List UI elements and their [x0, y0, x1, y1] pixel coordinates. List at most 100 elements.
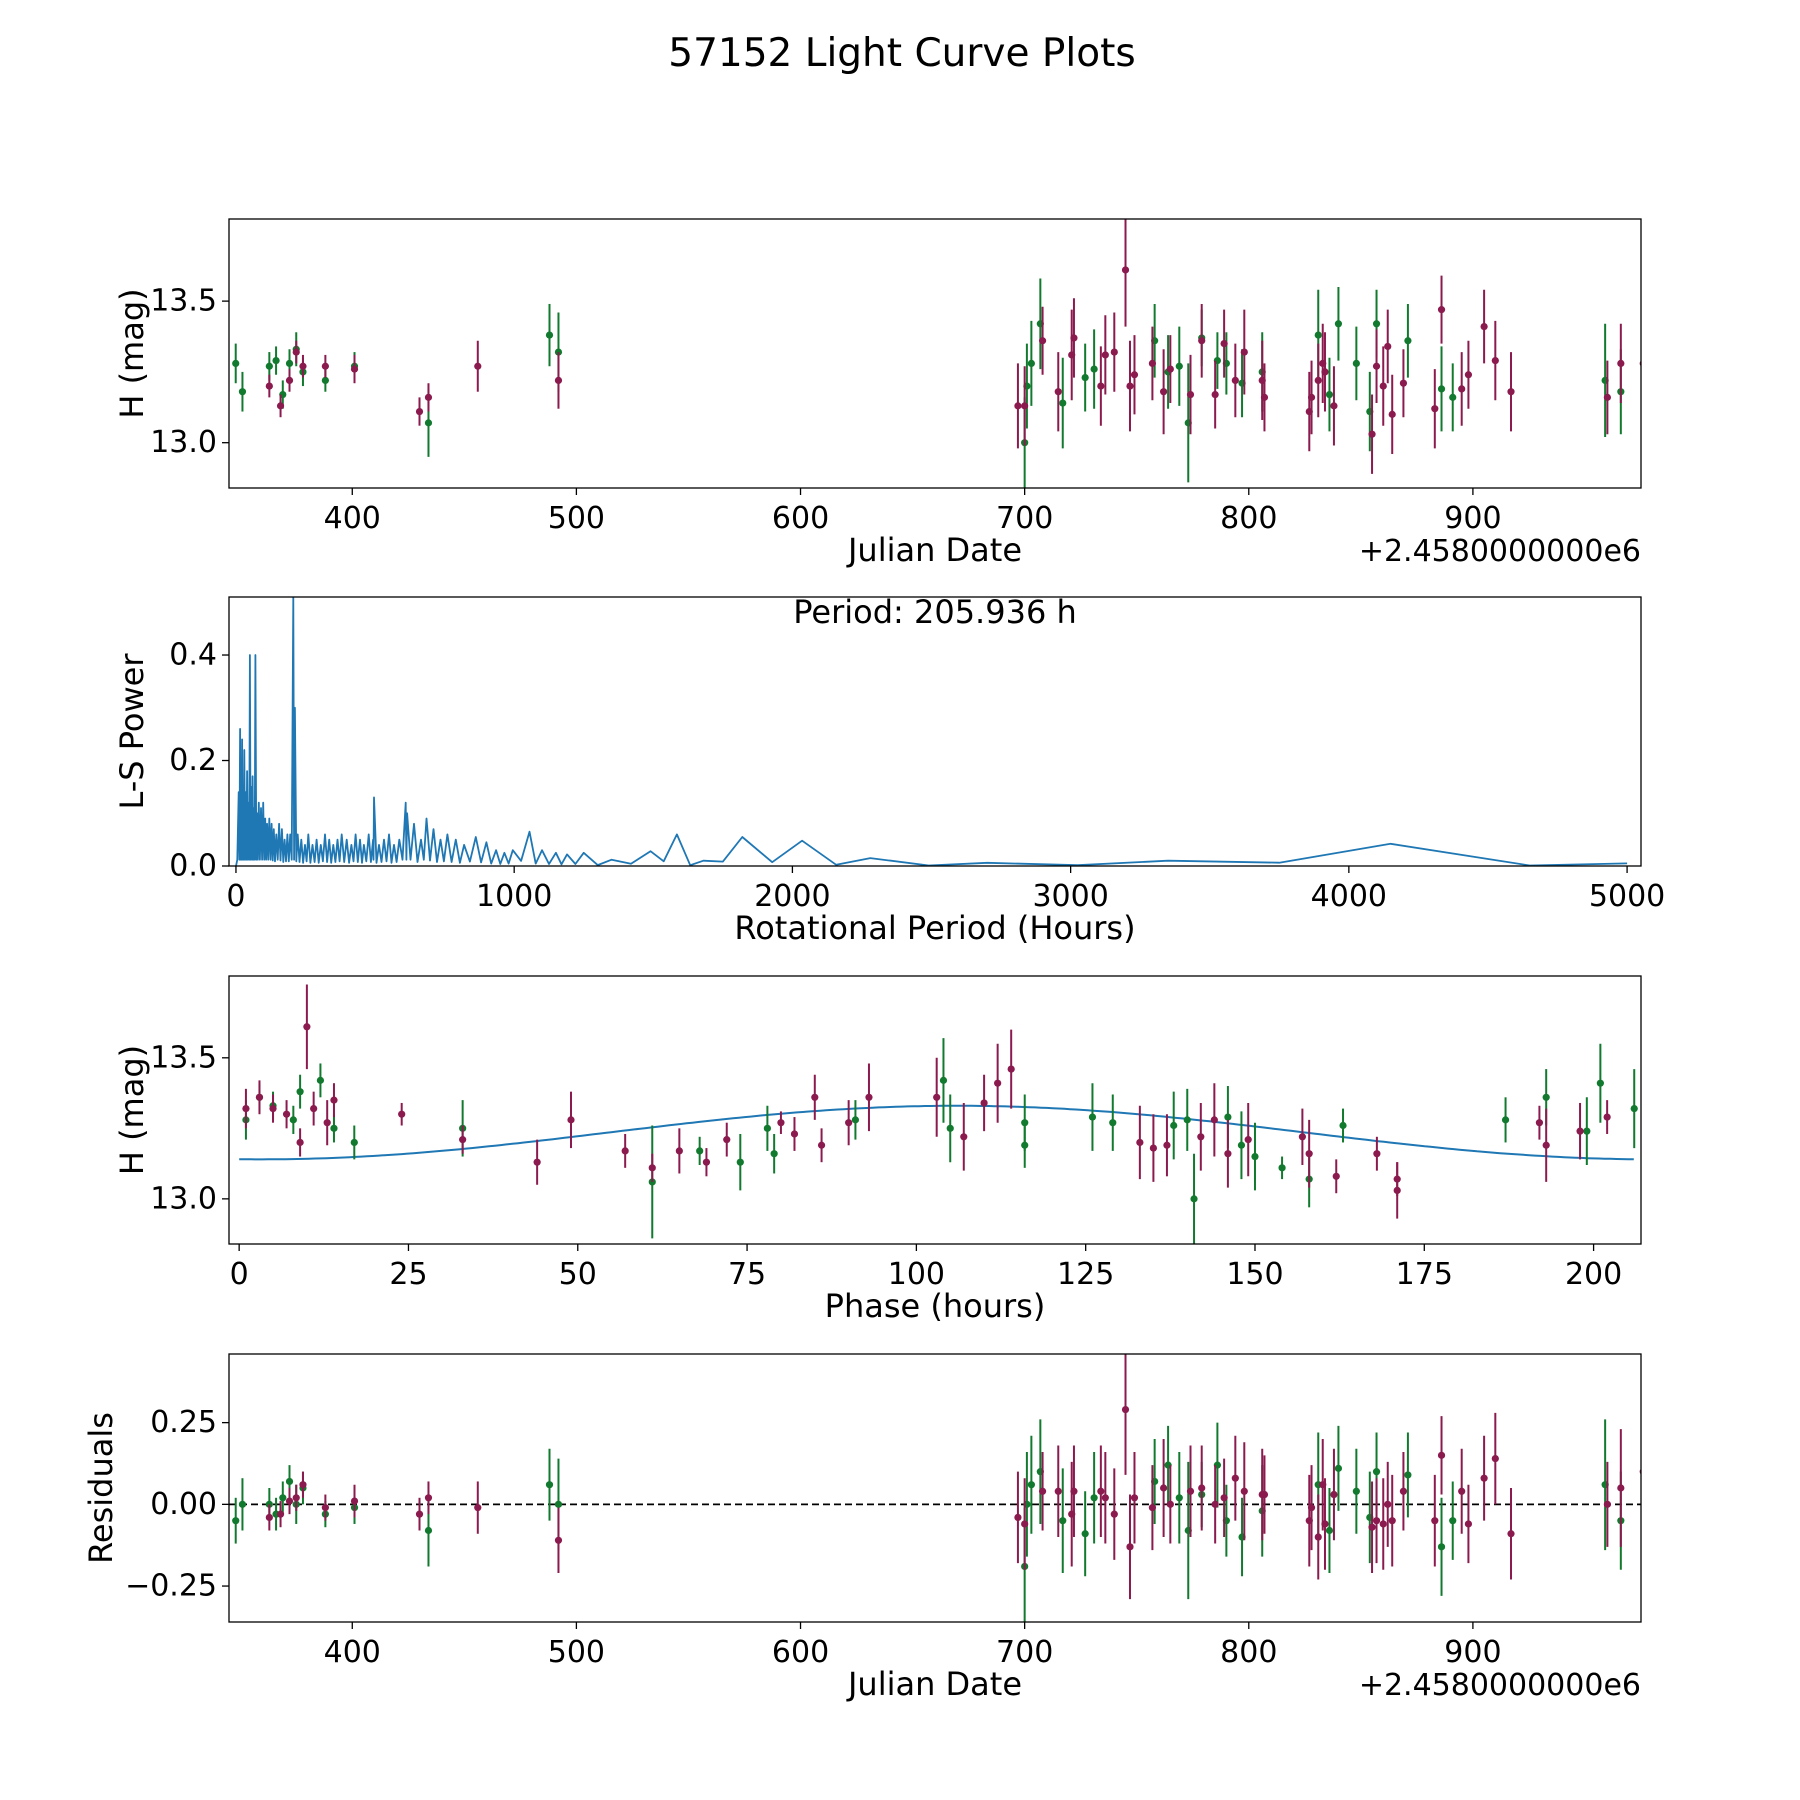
residuals-x-tick-label: 800 — [1220, 1635, 1277, 1670]
data-point — [238, 1500, 247, 1508]
periodogram-x-tick-label: 2000 — [754, 879, 830, 914]
data-point — [1186, 1487, 1195, 1495]
data-point — [1437, 1451, 1446, 1459]
periodogram-y-tick-label: 0.0 — [169, 849, 217, 884]
data-point — [321, 376, 329, 384]
data-point — [330, 1124, 338, 1132]
data-point — [554, 376, 563, 384]
data-point — [554, 1500, 563, 1508]
data-point — [1305, 1150, 1313, 1158]
data-point — [1109, 1119, 1117, 1127]
data-point — [567, 1116, 575, 1124]
data-point — [1334, 320, 1343, 328]
periodogram-x-tick-label: 1000 — [476, 879, 552, 914]
residuals-y-tick-label: 0.25 — [150, 1405, 217, 1440]
light-curve-x-tick-label: 700 — [996, 501, 1053, 536]
data-point — [1388, 1517, 1396, 1525]
data-point — [1334, 1464, 1343, 1472]
data-point — [1431, 405, 1439, 413]
data-point — [545, 1481, 554, 1489]
data-point — [1542, 1093, 1550, 1101]
residuals-panel: 400 500 600 700 800 900 −0.25 0.00 0.25 Julian D… — [82, 1353, 1642, 1703]
data-point — [1379, 382, 1387, 390]
data-point — [285, 376, 294, 384]
data-point — [1330, 402, 1338, 410]
phased-curve-x-tick-label: 75 — [728, 1257, 766, 1292]
data-point — [1437, 306, 1446, 314]
phased-curve-y-tick-label: 13.0 — [150, 1181, 217, 1216]
data-point — [1507, 388, 1515, 396]
data-point — [1384, 342, 1392, 351]
data-point — [1352, 359, 1360, 368]
data-point — [285, 1477, 294, 1486]
periodogram-x-tick-label: 0 — [226, 879, 245, 914]
data-point — [1038, 337, 1047, 345]
residuals-ticks: 400 500 600 700 800 900 −0.25 0.00 0.25 — [125, 1405, 1501, 1670]
data-point — [939, 1076, 948, 1084]
data-point — [1339, 1121, 1347, 1130]
data-point — [1372, 362, 1381, 370]
data-point — [1231, 1474, 1239, 1482]
data-point — [1630, 1104, 1638, 1113]
data-point — [1190, 1195, 1198, 1203]
residuals-plot-area — [229, 1354, 1641, 1622]
data-point — [1404, 1471, 1412, 1479]
data-point — [1491, 1454, 1499, 1463]
data-point — [1160, 388, 1168, 396]
data-point — [533, 1158, 541, 1166]
data-point — [1603, 1113, 1611, 1121]
data-point — [1088, 1113, 1097, 1121]
data-point — [1278, 1164, 1286, 1172]
data-point — [1480, 323, 1488, 331]
data-point — [1175, 1494, 1183, 1502]
data-point — [1393, 1175, 1401, 1183]
data-point — [1070, 334, 1078, 342]
data-point — [1449, 393, 1457, 401]
data-point — [1617, 1484, 1625, 1492]
light-curve-y-axis-label: H (mag) — [113, 288, 151, 418]
data-point — [424, 1494, 433, 1502]
data-point — [265, 362, 273, 370]
phased-curve-series-band-2 — [242, 984, 1611, 1219]
data-point — [621, 1147, 629, 1155]
data-point — [1014, 1513, 1022, 1522]
data-point — [1372, 320, 1381, 328]
data-point — [770, 1150, 778, 1158]
data-point — [1464, 371, 1473, 379]
light-curve-x-tick-label: 400 — [324, 501, 381, 536]
phased-curve-x-tick-label: 125 — [1057, 1257, 1114, 1292]
data-point — [1373, 1150, 1381, 1158]
residuals-y-tick-label: −0.25 — [125, 1569, 217, 1604]
data-point — [1314, 376, 1322, 384]
data-point — [648, 1164, 656, 1172]
data-point — [1059, 1517, 1067, 1525]
phased-curve-plot-area — [239, 984, 1638, 1244]
periodogram-y-tick-label: 0.4 — [169, 638, 217, 673]
data-point — [424, 1526, 433, 1535]
light-curve-x-tick-label: 600 — [772, 501, 829, 536]
data-point — [1186, 390, 1195, 399]
data-point — [1240, 348, 1248, 356]
data-point — [1054, 1487, 1062, 1495]
phased-curve-x-tick-label: 175 — [1396, 1257, 1453, 1292]
data-point — [1491, 356, 1499, 365]
data-point — [1148, 359, 1157, 368]
data-point — [763, 1124, 771, 1132]
data-point — [1379, 1520, 1387, 1528]
data-point — [1054, 388, 1062, 396]
data-point — [1330, 1490, 1338, 1499]
data-point — [1603, 1500, 1611, 1508]
data-point — [1027, 359, 1035, 368]
data-point — [1321, 1520, 1329, 1528]
data-point — [1090, 365, 1098, 373]
data-point — [474, 1504, 482, 1512]
data-point — [1163, 1141, 1171, 1149]
data-point — [1314, 1533, 1322, 1541]
data-point — [1038, 1487, 1047, 1495]
data-point — [1251, 1152, 1259, 1161]
data-point — [1166, 1500, 1174, 1508]
data-point — [1027, 1481, 1035, 1489]
data-point — [994, 1079, 1002, 1087]
data-point — [1211, 390, 1219, 399]
